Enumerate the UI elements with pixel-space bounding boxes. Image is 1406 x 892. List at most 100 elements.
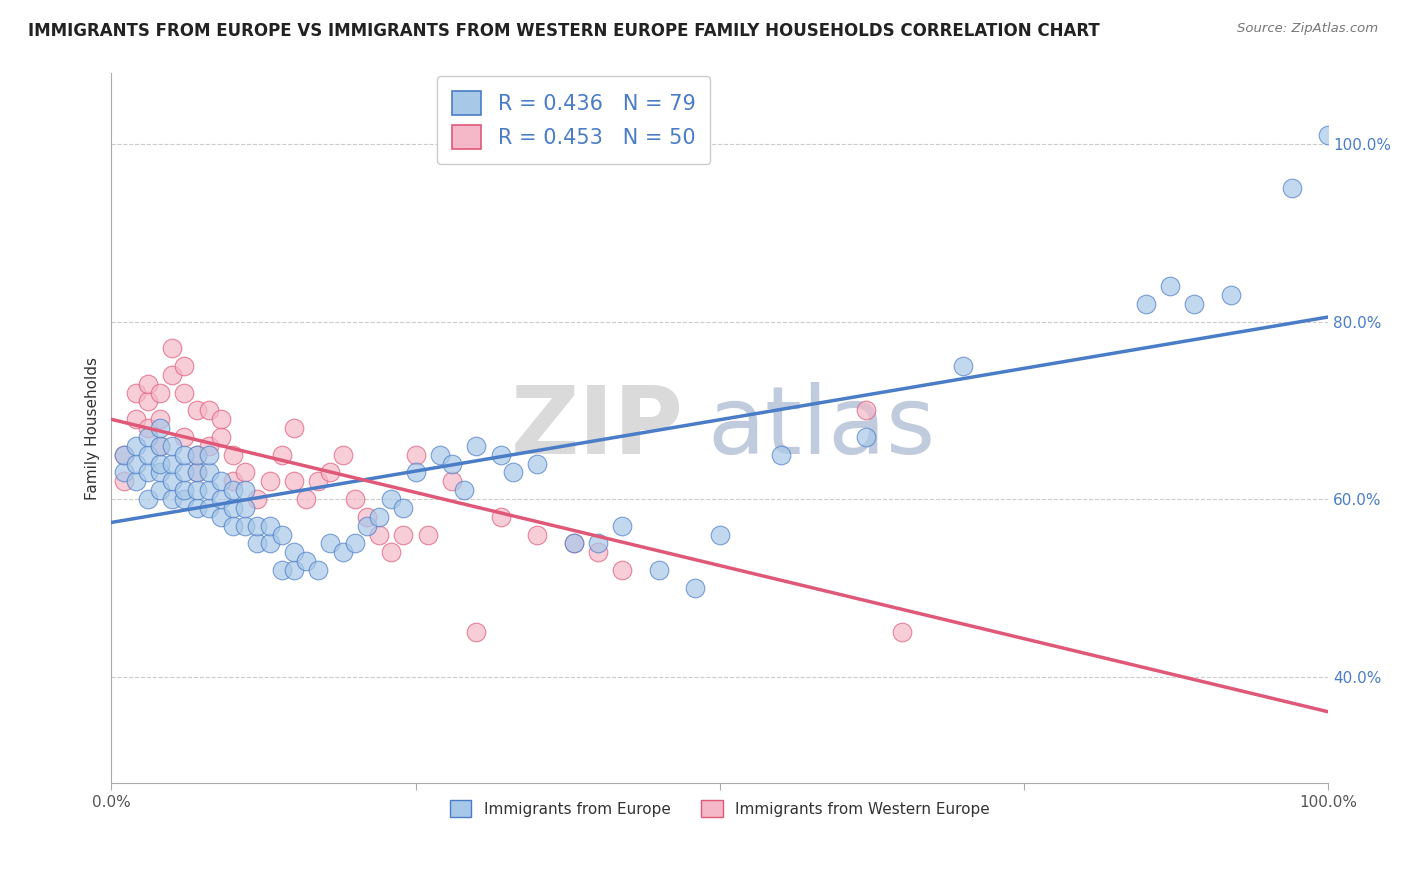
Point xyxy=(222,500,245,515)
Point xyxy=(149,385,172,400)
Point xyxy=(259,536,281,550)
Point xyxy=(283,475,305,489)
Point xyxy=(173,466,195,480)
Point xyxy=(149,412,172,426)
Point xyxy=(307,563,329,577)
Point xyxy=(173,359,195,373)
Point xyxy=(246,491,269,506)
Point xyxy=(356,509,378,524)
Point xyxy=(173,491,195,506)
Point xyxy=(343,491,366,506)
Point xyxy=(162,457,184,471)
Point xyxy=(332,448,354,462)
Point xyxy=(343,536,366,550)
Point xyxy=(526,457,548,471)
Point xyxy=(891,625,914,640)
Point xyxy=(186,466,208,480)
Point xyxy=(197,483,219,497)
Point xyxy=(136,376,159,391)
Point xyxy=(149,439,172,453)
Point xyxy=(405,466,427,480)
Point xyxy=(162,368,184,382)
Point xyxy=(209,509,232,524)
Point xyxy=(1219,288,1241,302)
Point xyxy=(489,448,512,462)
Point xyxy=(465,625,488,640)
Point xyxy=(246,536,269,550)
Point xyxy=(270,527,292,541)
Point xyxy=(209,412,232,426)
Point xyxy=(149,421,172,435)
Point xyxy=(855,403,877,417)
Point xyxy=(186,448,208,462)
Point xyxy=(136,466,159,480)
Point xyxy=(186,403,208,417)
Point xyxy=(1182,297,1205,311)
Point xyxy=(356,518,378,533)
Point xyxy=(125,412,148,426)
Point xyxy=(112,448,135,462)
Point xyxy=(233,483,256,497)
Point xyxy=(283,421,305,435)
Legend: Immigrants from Europe, Immigrants from Western Europe: Immigrants from Europe, Immigrants from … xyxy=(443,792,997,825)
Point xyxy=(612,563,634,577)
Point xyxy=(1159,279,1181,293)
Point xyxy=(441,457,464,471)
Point xyxy=(526,527,548,541)
Point xyxy=(332,545,354,559)
Point xyxy=(709,527,731,541)
Point xyxy=(136,448,159,462)
Point xyxy=(392,500,415,515)
Point xyxy=(209,491,232,506)
Point xyxy=(186,466,208,480)
Point xyxy=(162,439,184,453)
Point xyxy=(368,509,391,524)
Point xyxy=(173,385,195,400)
Point xyxy=(222,518,245,533)
Point xyxy=(149,457,172,471)
Point xyxy=(319,536,342,550)
Point xyxy=(368,527,391,541)
Point xyxy=(648,563,671,577)
Point xyxy=(162,341,184,355)
Point xyxy=(246,518,269,533)
Point xyxy=(1317,128,1340,142)
Point xyxy=(295,491,318,506)
Point xyxy=(233,500,256,515)
Point xyxy=(112,448,135,462)
Point xyxy=(441,475,464,489)
Point xyxy=(125,457,148,471)
Point xyxy=(186,448,208,462)
Point xyxy=(1281,181,1303,195)
Point xyxy=(612,518,634,533)
Point xyxy=(197,500,219,515)
Point xyxy=(149,466,172,480)
Point xyxy=(125,385,148,400)
Point xyxy=(502,466,524,480)
Point xyxy=(562,536,585,550)
Point xyxy=(125,439,148,453)
Point xyxy=(136,394,159,409)
Point xyxy=(562,536,585,550)
Point xyxy=(685,581,707,595)
Point xyxy=(380,491,402,506)
Point xyxy=(270,448,292,462)
Point xyxy=(952,359,974,373)
Y-axis label: Family Households: Family Households xyxy=(86,357,100,500)
Point xyxy=(112,466,135,480)
Point xyxy=(209,430,232,444)
Point xyxy=(319,466,342,480)
Point xyxy=(173,448,195,462)
Point xyxy=(125,475,148,489)
Point xyxy=(307,475,329,489)
Point xyxy=(392,527,415,541)
Point xyxy=(769,448,792,462)
Point xyxy=(416,527,439,541)
Point xyxy=(197,403,219,417)
Point xyxy=(136,491,159,506)
Point xyxy=(149,439,172,453)
Point xyxy=(197,439,219,453)
Point xyxy=(283,563,305,577)
Point xyxy=(149,483,172,497)
Point xyxy=(233,466,256,480)
